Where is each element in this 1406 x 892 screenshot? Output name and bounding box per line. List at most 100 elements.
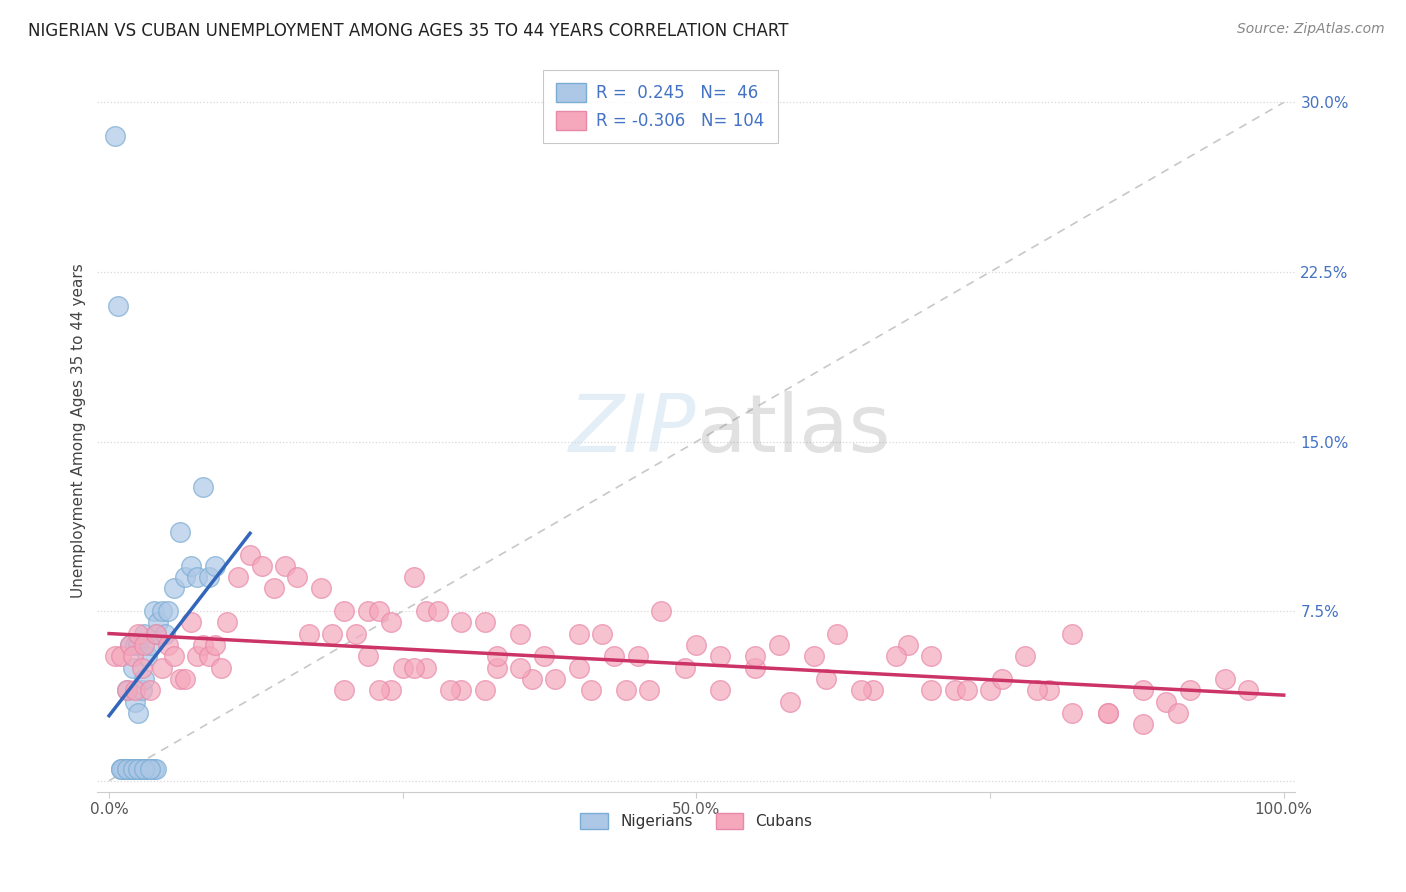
Point (131, 683, 153, 698)
Point (174, 570, 197, 584)
Point (145, 763, 167, 777)
Point (198, 570, 221, 584)
Point (803, 649, 825, 664)
Point (145, 626, 167, 640)
Point (169, 672, 191, 686)
Point (1237, 683, 1260, 698)
Point (110, 649, 132, 664)
Point (124, 683, 146, 698)
Point (955, 683, 977, 698)
Point (309, 582, 332, 596)
Point (1154, 694, 1177, 708)
Point (121, 649, 143, 664)
Point (744, 649, 766, 664)
Point (104, 649, 127, 664)
Point (1178, 683, 1201, 698)
Point (979, 683, 1001, 698)
Point (709, 649, 731, 664)
Point (120, 763, 142, 777)
Point (121, 763, 143, 777)
Point (768, 638, 790, 652)
Point (110, 763, 132, 777)
Point (134, 638, 156, 652)
Point (897, 638, 920, 652)
Point (107, 299, 129, 313)
Text: ZIP: ZIP (569, 392, 696, 469)
Point (344, 626, 367, 640)
Point (779, 694, 801, 708)
Point (673, 660, 696, 674)
Point (163, 582, 186, 596)
Point (274, 558, 297, 573)
Point (391, 660, 413, 674)
Point (131, 660, 153, 674)
Point (204, 638, 226, 652)
Point (191, 638, 214, 652)
Point (226, 570, 249, 584)
Point (121, 660, 143, 674)
Point (1167, 706, 1189, 720)
Point (174, 672, 197, 686)
Point (104, 129, 127, 144)
Point (333, 604, 356, 618)
Point (135, 763, 157, 777)
Point (139, 763, 162, 777)
Legend: Nigerians, Cubans: Nigerians, Cubans (575, 806, 818, 835)
Point (145, 626, 167, 640)
Point (991, 672, 1014, 686)
Point (298, 626, 321, 640)
Point (169, 524, 191, 539)
Point (148, 615, 170, 630)
Point (186, 649, 208, 664)
Point (568, 626, 591, 640)
Point (134, 626, 156, 640)
Point (127, 706, 149, 720)
Point (862, 683, 884, 698)
Point (368, 604, 391, 618)
Point (568, 660, 591, 674)
Point (124, 638, 146, 652)
Point (186, 570, 208, 584)
Point (155, 626, 177, 640)
Point (415, 604, 437, 618)
Point (110, 763, 132, 777)
Point (709, 683, 731, 698)
Point (439, 683, 461, 698)
Point (744, 660, 766, 674)
Point (112, 763, 135, 777)
Point (943, 683, 966, 698)
Point (591, 626, 613, 640)
Point (156, 638, 179, 652)
Point (115, 683, 138, 698)
Point (509, 660, 531, 674)
Point (263, 582, 285, 596)
Point (239, 548, 262, 562)
Point (1132, 717, 1154, 731)
Point (131, 763, 153, 777)
Point (404, 570, 426, 584)
Point (849, 683, 872, 698)
Point (142, 763, 165, 777)
Point (1026, 683, 1049, 698)
Point (1097, 706, 1119, 720)
Point (134, 672, 156, 686)
Point (333, 683, 356, 698)
Point (579, 683, 602, 698)
Text: NIGERIAN VS CUBAN UNEMPLOYMENT AMONG AGES 35 TO 44 YEARS CORRELATION CHART: NIGERIAN VS CUBAN UNEMPLOYMENT AMONG AGE… (28, 22, 789, 40)
Point (450, 615, 472, 630)
Point (1038, 683, 1060, 698)
Point (520, 672, 543, 686)
Point (380, 683, 402, 698)
Point (1014, 649, 1036, 664)
Point (650, 604, 672, 618)
Point (250, 558, 273, 573)
Point (139, 683, 162, 698)
Point (474, 683, 496, 698)
Point (485, 660, 508, 674)
Point (450, 683, 472, 698)
Point (884, 649, 907, 664)
Point (120, 638, 142, 652)
Y-axis label: Unemployment Among Ages 35 to 44 years: Unemployment Among Ages 35 to 44 years (72, 263, 86, 598)
Point (198, 649, 221, 664)
Point (1062, 626, 1084, 640)
